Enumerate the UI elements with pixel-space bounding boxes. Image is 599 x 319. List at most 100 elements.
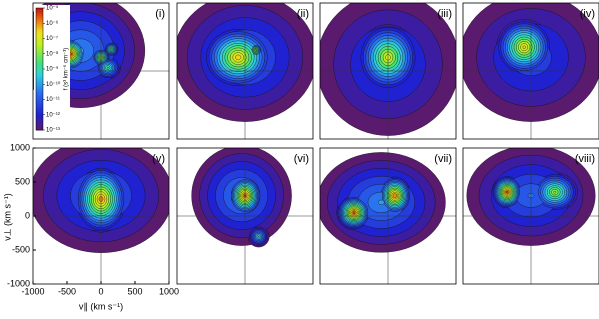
colorbar-cell [36,115,43,119]
colorbar-cell [36,107,43,111]
colorbar-tick-label: 10⁻⁷ [46,35,58,42]
colorbar-tick-label: 10⁻¹² [46,112,60,118]
panel-frame [176,147,314,285]
colorbar-cell [36,26,43,29]
contour-level [522,45,526,49]
panel-frame [319,147,457,285]
panel [177,148,313,284]
colorbar-cell [36,125,43,129]
y-tick-label: -500 [12,244,30,254]
colorbar-cell [36,14,43,17]
y-tick-label: 1000 [10,142,30,152]
panel-frame [32,2,170,140]
colorbar-cell [36,50,43,54]
colorbar-cell [36,36,43,39]
panel [177,3,313,139]
colorbar-cell [36,119,43,123]
contour-level [106,66,109,69]
colorbar-cell [36,38,43,42]
colorbar-cell [36,77,43,80]
colorbar-cell [36,34,43,37]
colorbar-cell [36,123,43,127]
panel [320,3,456,139]
colorbar-cell [36,81,43,84]
colorbar-cell [36,46,43,50]
panel-label: (v) [152,153,165,165]
panel [463,148,599,284]
colorbar-tick-label: 10⁻¹¹ [46,97,60,103]
panel [33,148,169,284]
colorbar-cell [36,111,43,115]
y-tick-label: -1000 [7,278,30,288]
colorbar-cell [36,20,43,23]
colorbar-cell [36,10,43,13]
colorbar-tick-label: 10⁻⁸ [46,50,59,57]
x-axis-label: v∥ (km s⁻¹) [79,301,123,311]
colorbar-cell [36,32,43,35]
colorbar-cell [36,30,43,33]
colorbar-cell [36,58,43,62]
colorbar-tick-label: 10⁻⁹ [46,66,59,73]
colorbar-cell [36,91,43,94]
x-tick-label: -1000 [21,286,44,296]
y-tick-label: 0 [25,210,30,220]
colorbar-tick-label: 10⁻¹³ [46,128,60,134]
colorbar-tick-label: 10⁻⁶ [46,20,59,27]
panel-frame [462,147,599,285]
colorbar-cell [36,69,43,72]
colorbar-cell [36,28,43,31]
panel [463,3,599,139]
colorbar-cell [36,40,43,44]
panel-label: (vi) [294,153,309,165]
x-tick-label: 1000 [159,286,179,296]
colorbar-cell [36,117,43,121]
x-tick-label: 0 [98,286,103,296]
colorbar-cell [36,79,43,82]
colorbar-cell [36,42,43,46]
colorbar-cell [36,66,43,70]
colorbar-cell [36,24,43,27]
colorbar-cell [36,89,43,92]
colorbar-cell [36,93,43,96]
y-tick-label: 500 [15,176,30,186]
colorbar-cell [36,60,43,64]
colorbar-cell [36,113,43,117]
colorbar-cell [36,71,43,74]
panel [320,148,456,284]
contour-level [553,190,557,194]
colorbar-label: f (s³ km⁻⁶ cm⁻³) [63,48,70,90]
contour-level [506,190,509,194]
colorbar-cell [36,87,43,90]
colorbar-cell [36,75,43,78]
colorbar-cell [36,18,43,21]
panel-label: (iv) [580,8,595,20]
colorbar-cell [36,103,43,107]
colorbar-cell [36,48,43,52]
contour-level [110,48,112,50]
colorbar-cell [36,99,43,103]
colorbar-cell [36,105,43,109]
colorbar-tick-label: 10⁻⁵ [46,5,59,12]
panel-frame [319,2,457,140]
contour-level [254,49,256,52]
colorbar-cell [36,101,43,105]
colorbar-tick-label: 10⁻¹⁰ [46,81,61,88]
colorbar-cell [36,44,43,48]
colorbar-cell [36,95,43,98]
panel-label: (vii) [434,153,452,165]
colorbar-cell [36,54,43,58]
colorbar-cell [36,127,43,131]
contour-level [352,211,356,214]
contour-level [257,235,260,238]
colorbar-cell [36,12,43,15]
panel-label: (viii) [575,153,595,165]
panel-label: (iii) [437,8,452,20]
colorbar-cell [36,8,43,11]
colorbar-cell [36,52,43,56]
colorbar-cell [36,56,43,60]
panel-label: (i) [155,8,165,20]
panel-label: (ii) [297,8,309,20]
colorbar-cell [36,62,43,66]
colorbar-cell [36,22,43,25]
